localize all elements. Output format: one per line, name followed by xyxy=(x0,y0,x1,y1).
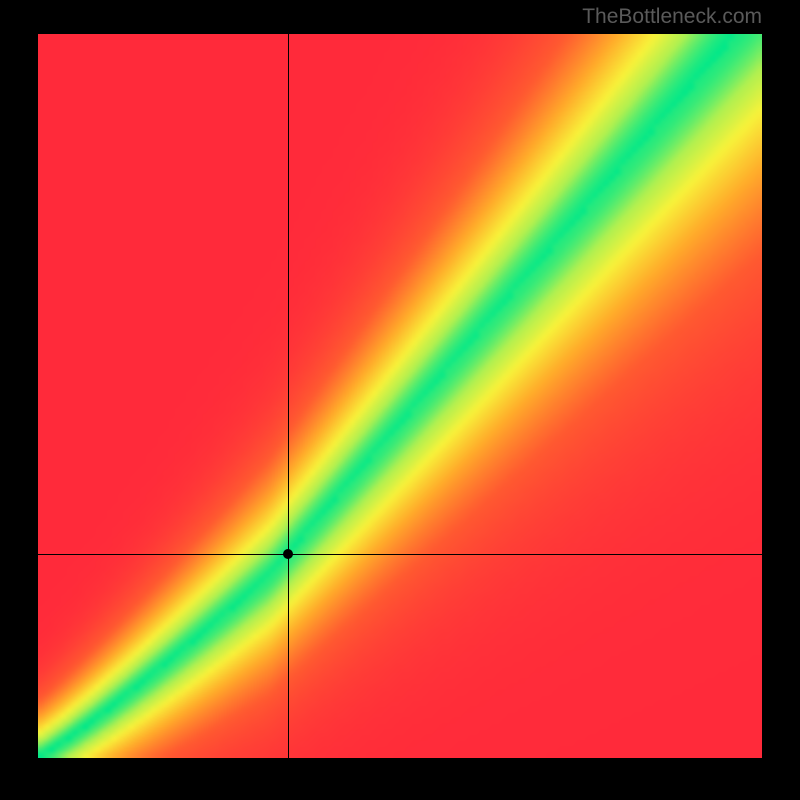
crosshair-marker xyxy=(283,549,293,559)
heatmap-canvas xyxy=(38,34,762,758)
crosshair-vertical xyxy=(288,34,289,758)
plot-area xyxy=(38,34,762,758)
watermark-text: TheBottleneck.com xyxy=(582,5,762,29)
crosshair-horizontal xyxy=(38,554,762,555)
